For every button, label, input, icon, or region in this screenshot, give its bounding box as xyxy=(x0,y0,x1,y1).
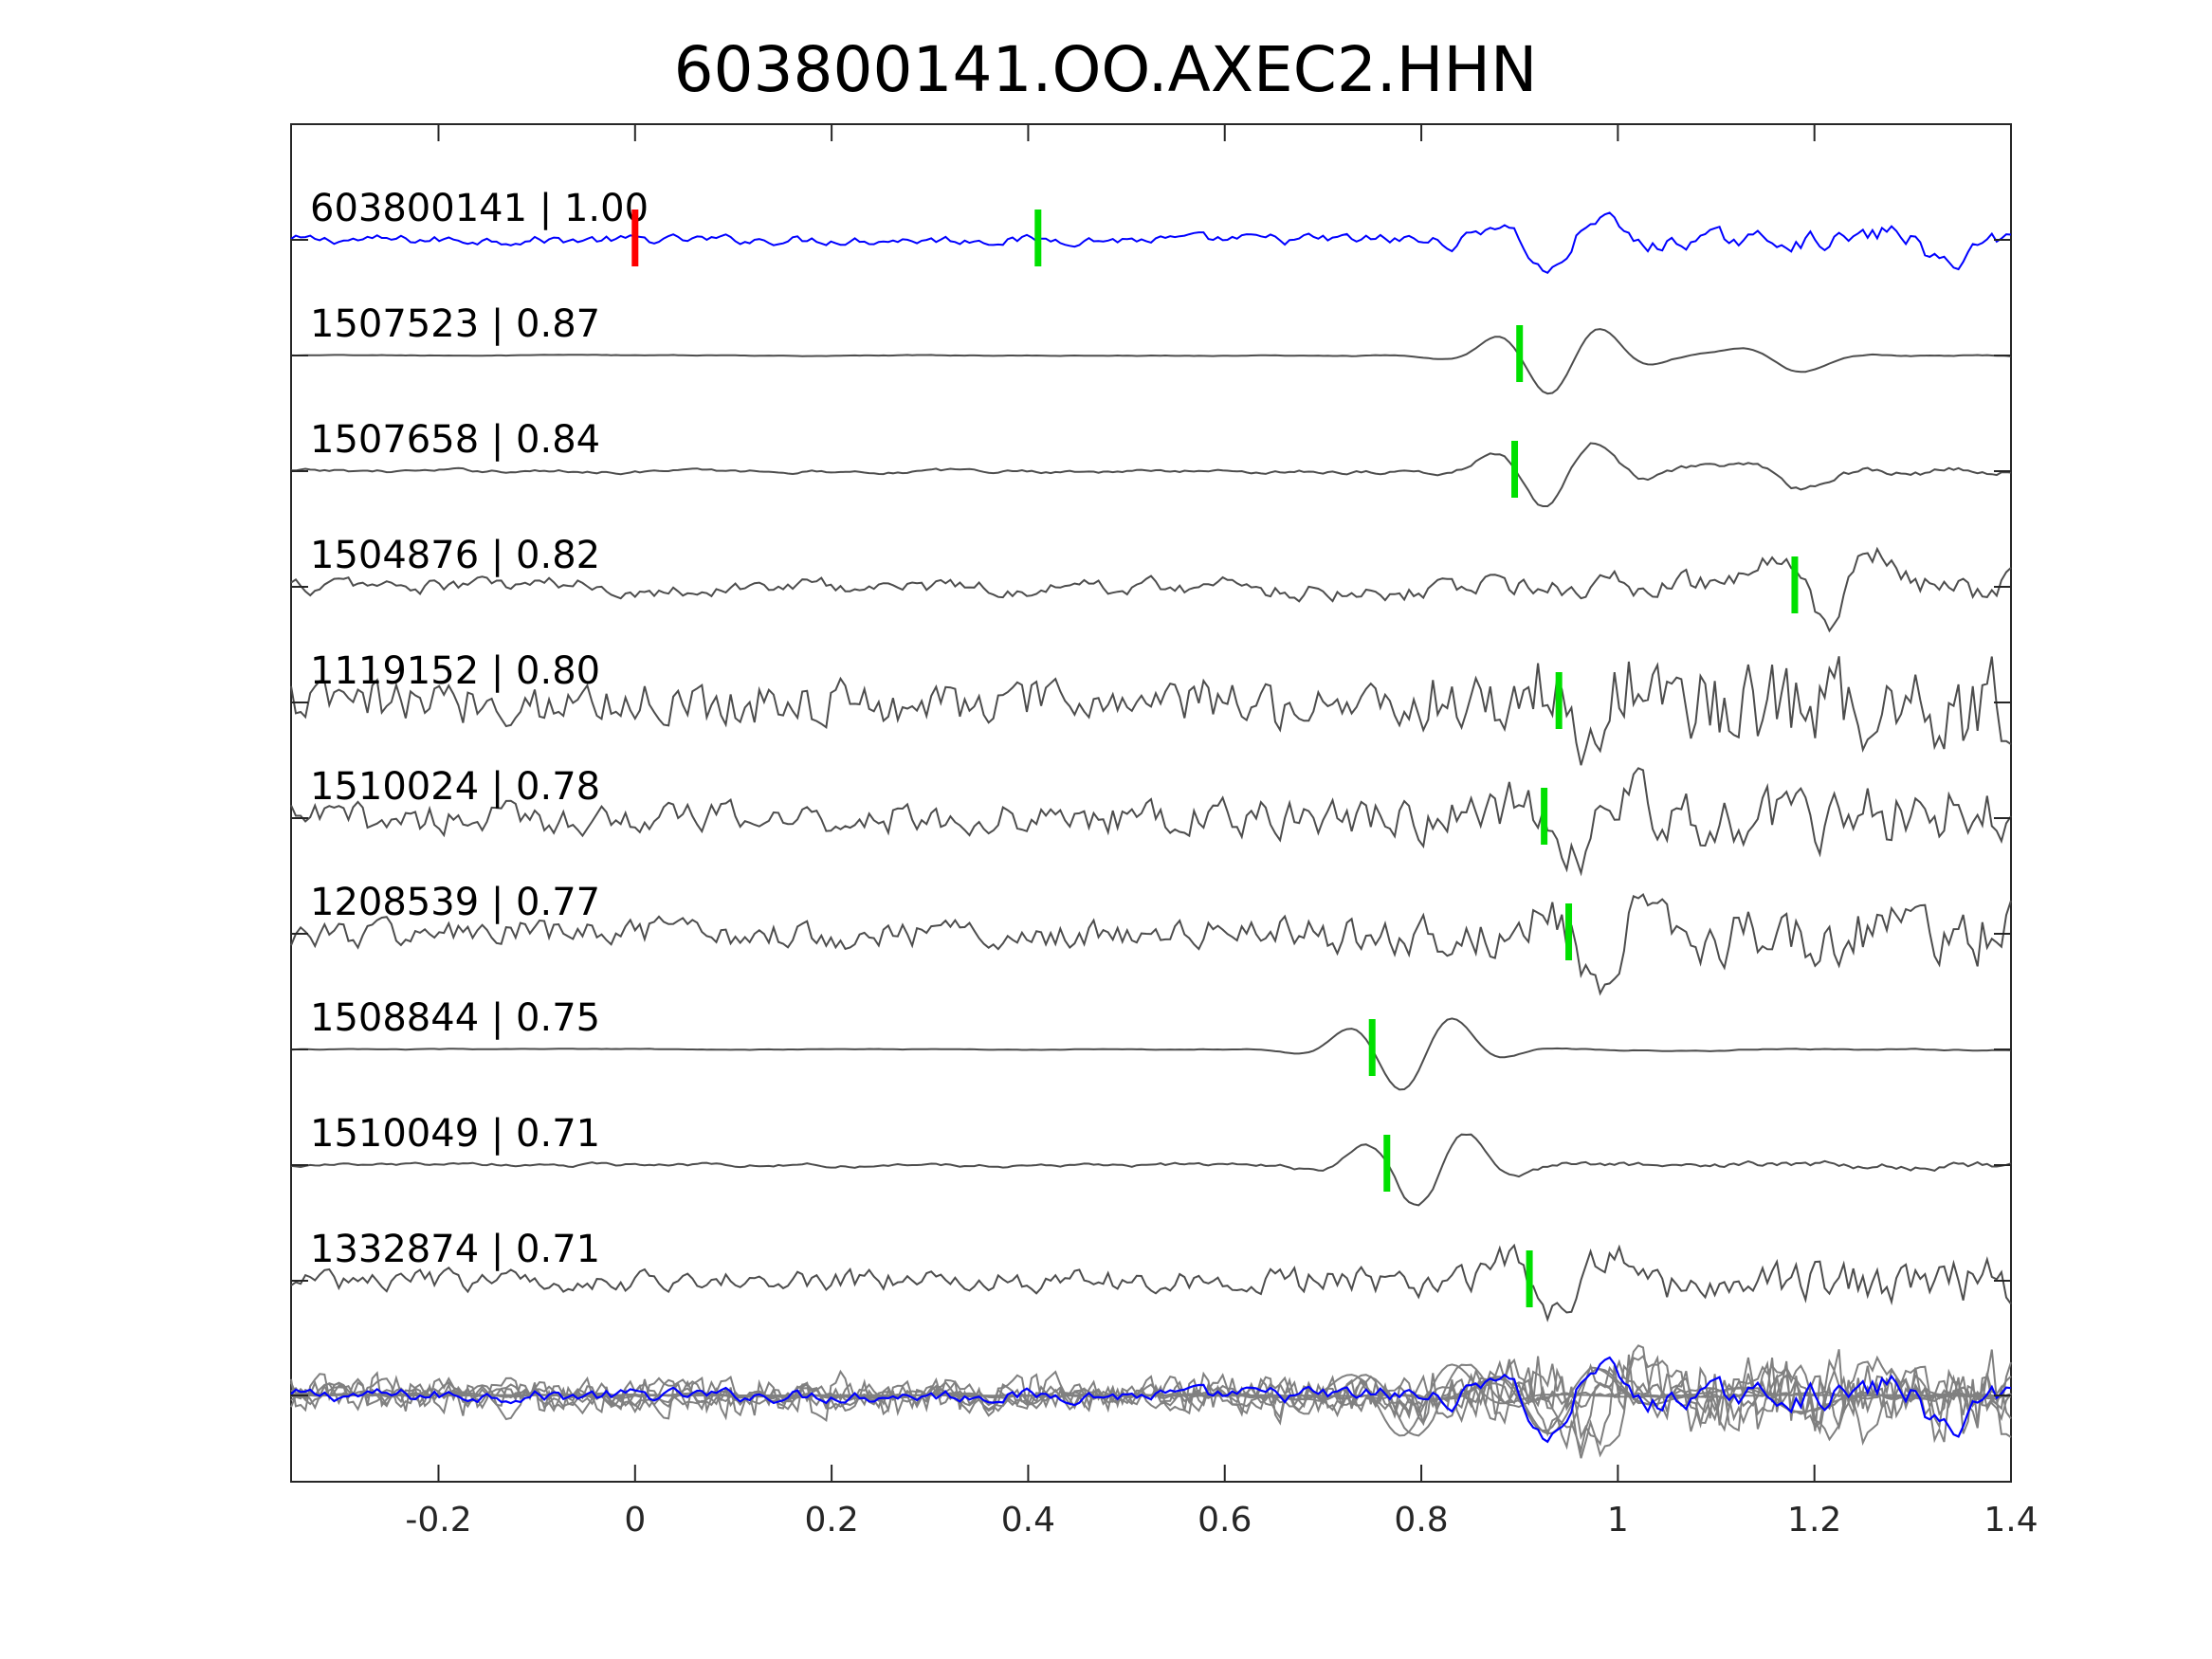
trace-label-1508844: 1508844 | 0.75 xyxy=(310,996,600,1040)
trace-1332874 xyxy=(290,1243,2012,1322)
trace-1119152 xyxy=(290,656,2012,766)
trace-1208539 xyxy=(290,893,2012,996)
stack-trace-1510024 xyxy=(290,1344,2012,1454)
trace-label-1119152: 1119152 | 0.80 xyxy=(310,649,600,693)
trace-1507658 xyxy=(291,442,2012,507)
x-tick-label: 0 xyxy=(624,1501,646,1540)
x-tick-label: 1.4 xyxy=(1983,1501,2038,1540)
trace-label-1504876: 1504876 | 0.82 xyxy=(310,534,600,577)
trace-label-603800141: 603800141 | 1.00 xyxy=(310,187,649,230)
plot-frame xyxy=(290,123,2012,1483)
x-tick-label: 1 xyxy=(1607,1501,1629,1540)
trace-1504876 xyxy=(290,546,2012,633)
trace-label-1507658: 1507658 | 0.84 xyxy=(310,418,600,462)
x-tick-label: 0.8 xyxy=(1394,1501,1448,1540)
trace-1510049 xyxy=(290,1133,2012,1207)
x-axis: -0.2 0 0.2 0.4 0.6 0.8 1 1.2 1.4 xyxy=(405,124,2038,1540)
x-tick-label: -0.2 xyxy=(405,1501,471,1540)
trace-1510024 xyxy=(290,767,2012,877)
stack-trace-template xyxy=(290,1356,2012,1444)
x-tick-label: 0.2 xyxy=(804,1501,858,1540)
plot-area: 603800141 | 1.00 1507523 | 0.87 1507658 | … xyxy=(290,123,2012,1483)
trace-label-1208539: 1208539 | 0.77 xyxy=(310,881,600,924)
trace-label-1510049: 1510049 | 0.71 xyxy=(310,1112,600,1156)
trace-label-1332874: 1332874 | 0.71 xyxy=(310,1228,600,1271)
x-tick-label: 0.4 xyxy=(1001,1501,1055,1540)
x-tick-label: 1.2 xyxy=(1787,1501,1841,1540)
trace-label-1507523: 1507523 | 0.87 xyxy=(310,302,600,346)
x-tick-label: 0.6 xyxy=(1197,1501,1252,1540)
trace-1508844 xyxy=(290,1017,2012,1091)
trace-1507523 xyxy=(290,328,2012,395)
trace-603800141 xyxy=(290,211,2012,275)
chart-title: 603800141.OO.AXEC2.HHN xyxy=(674,33,1538,106)
trace-label-1510024: 1510024 | 0.78 xyxy=(310,765,600,809)
